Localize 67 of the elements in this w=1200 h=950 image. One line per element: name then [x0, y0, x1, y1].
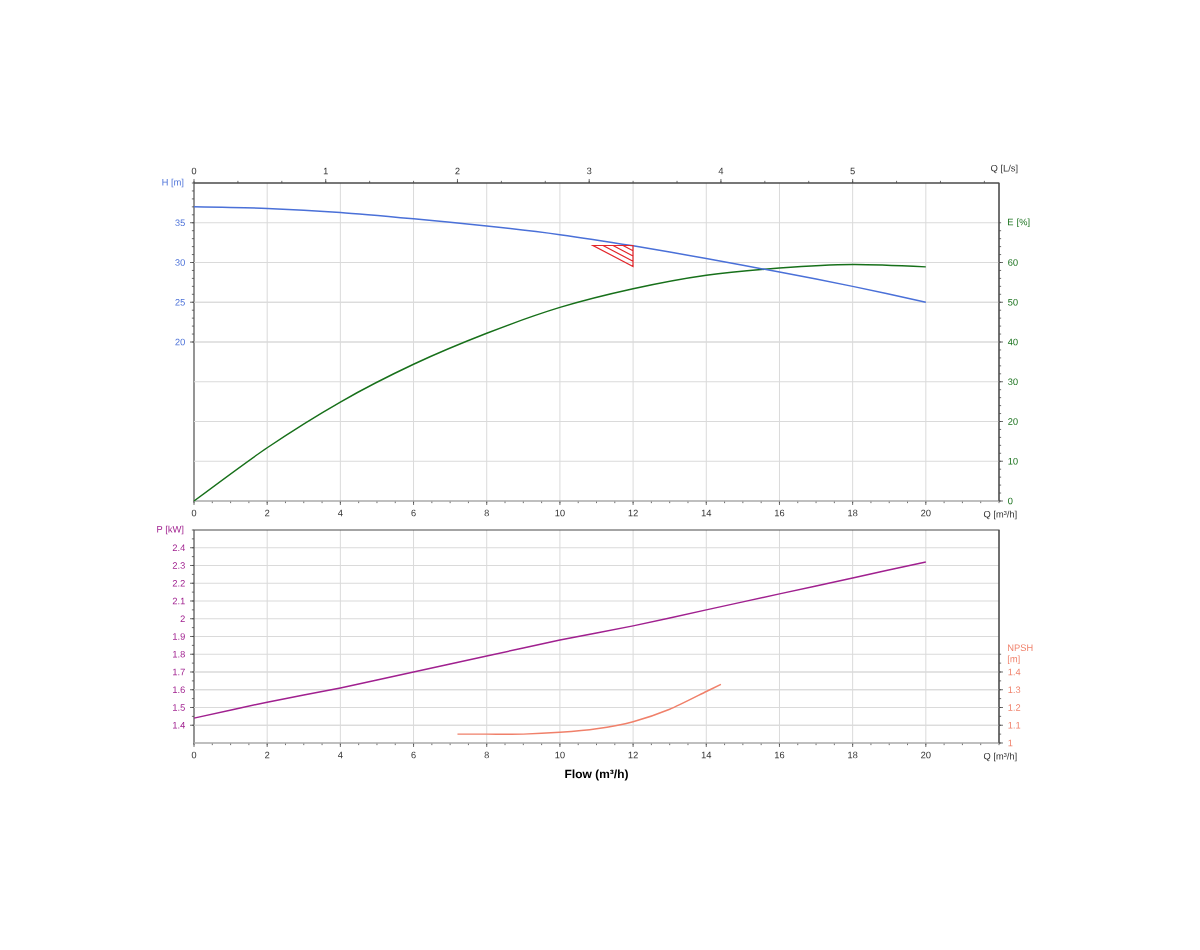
x-tick-label: 2 [265, 751, 270, 759]
line-series [193, 561, 927, 719]
y-tick-label: 1.5 [173, 704, 185, 711]
y-tick-label: 25 [175, 298, 185, 306]
x-tick-label: 6 [411, 509, 416, 517]
y-tick-label: 2.3 [172, 562, 185, 569]
y2-tick-label: 1.2 [1008, 704, 1021, 711]
x2-tick-label: 2 [455, 167, 460, 175]
y-tick-label: 1.9 [173, 633, 185, 640]
x2-tick-label: 5 [850, 167, 855, 175]
y2-tick-label: 1.1 [1008, 722, 1021, 729]
x-tick-label: 20 [921, 751, 931, 759]
y-tick-label: 35 [175, 219, 185, 227]
y-tick-label: 30 [175, 259, 185, 266]
x-tick-label: 10 [555, 509, 565, 517]
y2-tick-label: 20 [1008, 418, 1018, 425]
x2-axis-title: Q [L/s] [991, 164, 1018, 174]
x-tick-label: 12 [628, 751, 638, 759]
x-tick-label: 20 [921, 509, 931, 517]
line-series [193, 206, 927, 303]
y-axis-title: H [m] [162, 178, 184, 188]
text: Flow (m³/h) [565, 769, 628, 781]
x-tick-label: 4 [337, 751, 343, 759]
y-tick-label: 2 [180, 615, 185, 623]
y-tick-label: 2.2 [172, 580, 185, 587]
x-tick-label: 14 [701, 509, 712, 517]
line-series [193, 263, 927, 502]
y-tick-label: 2.1 [172, 597, 185, 605]
y2-axis-title: E [%] [1008, 218, 1030, 228]
y2-tick-label: 40 [1007, 338, 1018, 346]
y2-tick-label: 0 [1008, 497, 1013, 505]
x2-tick-label: 0 [191, 167, 197, 175]
line-series [456, 683, 722, 735]
y2-tick-label: 60 [1008, 259, 1018, 266]
y2-tick-label: 10 [1008, 457, 1018, 465]
y-tick-label: 2.4 [172, 544, 186, 552]
x-tick-label: 2 [265, 509, 270, 517]
x-tick-label: 0 [191, 509, 197, 517]
x-tick-label: 18 [848, 751, 858, 759]
y-tick-label: 1.8 [173, 650, 185, 658]
y2-tick-label: 1.3 [1008, 686, 1021, 694]
x-tick-label: 6 [411, 751, 416, 759]
x-tick-label: 8 [484, 509, 489, 517]
y2-tick-label: 1 [1008, 739, 1013, 747]
x-tick-label: 18 [848, 509, 858, 517]
x2-tick-label: 1 [323, 167, 328, 175]
x2-tick-label: 3 [586, 167, 592, 175]
x-tick-label: 10 [555, 751, 565, 759]
x-tick-label: 4 [337, 509, 343, 517]
y2-tick-label: 50 [1008, 298, 1018, 306]
y-tick-label: 1.6 [173, 686, 185, 694]
x-tick-label: 16 [774, 509, 785, 517]
y-tick-label: 1.4 [173, 722, 186, 729]
y-tick-label: 20 [175, 338, 185, 346]
x-tick-label: 0 [191, 751, 197, 759]
y-axis-title: P [kW] [157, 525, 184, 535]
y-tick-label: 1.7 [173, 668, 185, 676]
y2-tick-label: 1.4 [1008, 668, 1021, 676]
x-axis-title: Q [m³/h] [983, 752, 1017, 762]
x2-tick-label: 4 [718, 167, 724, 175]
x-tick-label: 16 [774, 751, 785, 759]
x-tick-label: 8 [484, 751, 489, 759]
x-axis-title: Q [m³/h] [983, 510, 1017, 520]
x-tick-label: 14 [701, 751, 712, 759]
x-tick-label: 12 [628, 509, 638, 517]
y2-tick-label: 30 [1008, 378, 1018, 386]
y2-axis-title: NPSH [m] [1007, 644, 1033, 665]
